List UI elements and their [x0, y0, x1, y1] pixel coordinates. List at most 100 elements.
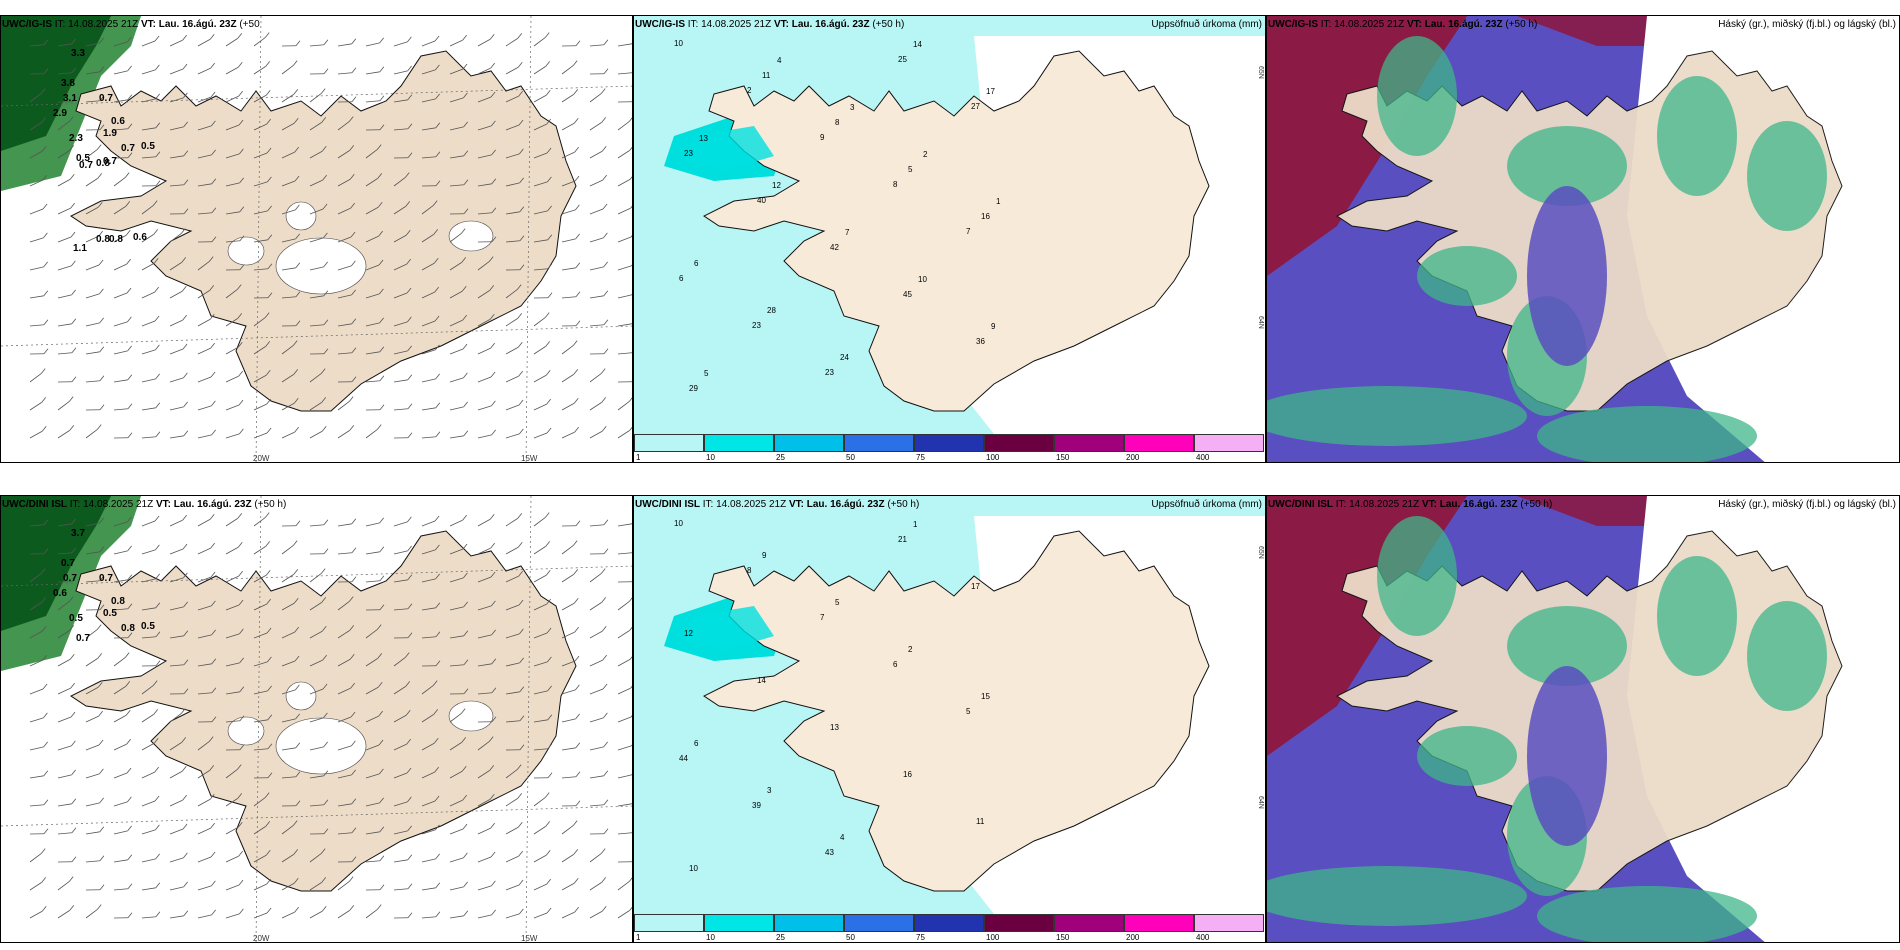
precip-value: 3	[850, 103, 855, 112]
legend-tick: 150	[1056, 933, 1070, 942]
legend-swatch	[1194, 914, 1264, 932]
glacier	[227, 716, 265, 746]
lon-label-20w: 20W	[253, 454, 270, 463]
legend-tick: 10	[706, 453, 715, 462]
legend-swatch	[774, 434, 844, 452]
precip-value: 27	[971, 102, 980, 111]
precip-value: 7	[845, 228, 850, 237]
legend-tick: 100	[986, 933, 1000, 942]
gust-value: 0.5	[76, 153, 90, 164]
precip-value: 8	[835, 118, 840, 127]
precip-value: 10	[689, 864, 698, 873]
precip-value: 12	[772, 181, 781, 190]
lon-label-15w: 15W	[521, 934, 538, 943]
legend-tick: 1	[636, 453, 641, 462]
panel-header: UWC/DINI ISL IT: 14.08.2025 21Z VT: Lau.…	[2, 499, 287, 510]
gust-value: 0.8	[121, 623, 135, 634]
precip-map-igis: 1029876232325272340424536291185166282414…	[634, 16, 1265, 434]
precip-value: 1	[996, 197, 1001, 206]
precip-value: 17	[971, 582, 980, 591]
legend-swatch	[984, 914, 1054, 932]
precip-value: 23	[825, 368, 834, 377]
precip-core	[684, 126, 774, 171]
legend-tick: 1	[636, 933, 641, 942]
precip-value: 9	[991, 322, 996, 331]
gust-value: 0.7	[121, 143, 135, 154]
precip-value: 10	[674, 39, 683, 48]
gust-value: 0.8	[96, 234, 110, 245]
gust-value: 0.7	[61, 558, 75, 569]
gust-value: 3.1	[63, 93, 77, 104]
legend-swatch	[634, 914, 704, 932]
gust-value: 0.8	[96, 158, 110, 169]
precip-value: 23	[752, 321, 761, 330]
legend-tick: 50	[846, 933, 855, 942]
precip-value: 11	[762, 71, 771, 80]
legend-swatch	[634, 434, 704, 452]
precip-value: 14	[913, 40, 922, 49]
high-cloud-patch	[1657, 556, 1737, 676]
iceland-land	[70, 50, 577, 412]
high-cloud-patch	[1377, 516, 1457, 636]
gust-value: 0.8	[109, 234, 123, 245]
precip-value: 17	[986, 87, 995, 96]
glacier	[285, 201, 317, 231]
panel-variable-title: Uppsöfnuð úrkoma (mm)	[1151, 499, 1262, 510]
glacier	[275, 237, 367, 295]
precip-value: 5	[704, 369, 709, 378]
precip-value: 4	[777, 56, 782, 65]
precip-value: 14	[757, 676, 766, 685]
high-cloud-patch	[1267, 866, 1527, 926]
glacier	[227, 236, 265, 266]
precip-value: 13	[699, 134, 708, 143]
precip-value: 45	[903, 290, 912, 299]
precip-value: 8	[893, 180, 898, 189]
gust-value: 0.7	[79, 160, 93, 171]
gust-value: 1.9	[103, 128, 117, 139]
legend-tick: 25	[776, 453, 785, 462]
iceland-land	[70, 530, 577, 892]
legend-tick: 200	[1126, 933, 1140, 942]
legend-swatch	[1054, 914, 1124, 932]
precip-value: 21	[898, 535, 907, 544]
precip-value: 39	[752, 801, 761, 810]
gust-value: 3.7	[71, 528, 85, 539]
high-cloud-patch	[1377, 36, 1457, 156]
precip-value: 11	[976, 817, 985, 826]
precip-value: 29	[689, 384, 698, 393]
precip-value: 15	[981, 692, 990, 701]
legend-tick: 200	[1126, 453, 1140, 462]
high-cloud-patch	[1657, 76, 1737, 196]
precip-value: 6	[694, 259, 699, 268]
legend-tick: 75	[916, 453, 925, 462]
legend-tick: 400	[1196, 933, 1210, 942]
precip-value: 3	[767, 786, 772, 795]
panel-wind-igis: UWC/IG-IS IT: 14.08.2025 21Z VT: Lau. 16…	[0, 15, 633, 463]
high-cloud-patch	[1537, 406, 1757, 462]
cloud-map-dini	[1267, 496, 1899, 942]
legend-swatch	[1124, 914, 1194, 932]
panel-header: UWC/IG-IS IT: 14.08.2025 21Z VT: Lau. 16…	[635, 19, 905, 30]
panel-header: UWC/DINI ISL IT: 14.08.2025 21Z VT: Lau.…	[635, 499, 920, 510]
gust-value: 0.7	[99, 573, 113, 584]
wind-barbs	[29, 512, 632, 919]
gust-value: 0.7	[103, 156, 117, 167]
lat-label: 65N	[1257, 546, 1264, 559]
gust-value: 0.6	[53, 588, 67, 599]
precip-labels: 1029876232325272340424536291185166282414…	[674, 39, 1001, 393]
glacier	[448, 220, 494, 252]
panel-header: UWC/IG-IS IT: 14.08.2025 21Z VT: Lau. 16…	[2, 19, 260, 30]
precip-value: 2	[923, 150, 928, 159]
precip-value: 42	[830, 243, 839, 252]
panel-header: UWC/DINI ISL IT: 14.08.2025 21Z VT: Lau.…	[1268, 499, 1553, 510]
legend-swatch	[844, 434, 914, 452]
gust-value: 0.7	[76, 633, 90, 644]
legend-tick: 150	[1056, 453, 1070, 462]
lat-label: 65N	[1257, 66, 1264, 79]
gust-value: 0.8	[111, 596, 125, 607]
legend-swatch	[844, 914, 914, 932]
panel-variable-title: Háský (gr.), miðský (fj.bl.) og lágský (…	[1718, 19, 1896, 30]
panel-variable-title: Háský (gr.), miðský (fj.bl.) og lágský (…	[1718, 499, 1896, 510]
precip-value: 28	[767, 306, 776, 315]
high-cloud-patch	[1417, 246, 1517, 306]
